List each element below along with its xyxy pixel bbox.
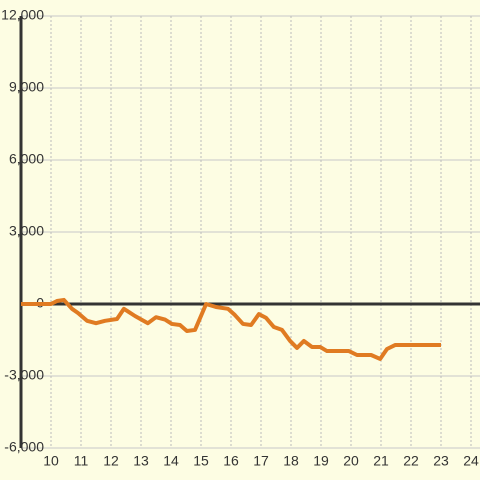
x-tick-label: 16 [223,453,239,469]
y-tick-label: -6,000 [4,439,44,455]
x-tick-label: 24 [463,453,479,469]
x-tick-label: 22 [403,453,419,469]
x-tick-label: 19 [313,453,329,469]
y-tick-label: 6,000 [9,151,44,167]
x-tick-label: 21 [373,453,389,469]
y-tick-label: 9,000 [9,79,44,95]
x-tick-label: 17 [253,453,269,469]
x-tick-label: 11 [74,453,89,469]
x-tick-label: 10 [43,453,59,469]
x-tick-label: 13 [133,453,149,469]
x-tick-label: 12 [103,453,119,469]
y-tick-label: 3,000 [9,223,44,239]
data-line [21,297,441,361]
x-tick-label: 14 [163,453,179,469]
x-tick-label: 18 [283,453,299,469]
y-tick-label: -3,000 [4,367,44,383]
x-tick-label: 23 [433,453,449,469]
x-tick-label: 20 [343,453,359,469]
x-tick-label: 15 [193,453,209,469]
y-tick-label: 12,000 [1,7,44,23]
